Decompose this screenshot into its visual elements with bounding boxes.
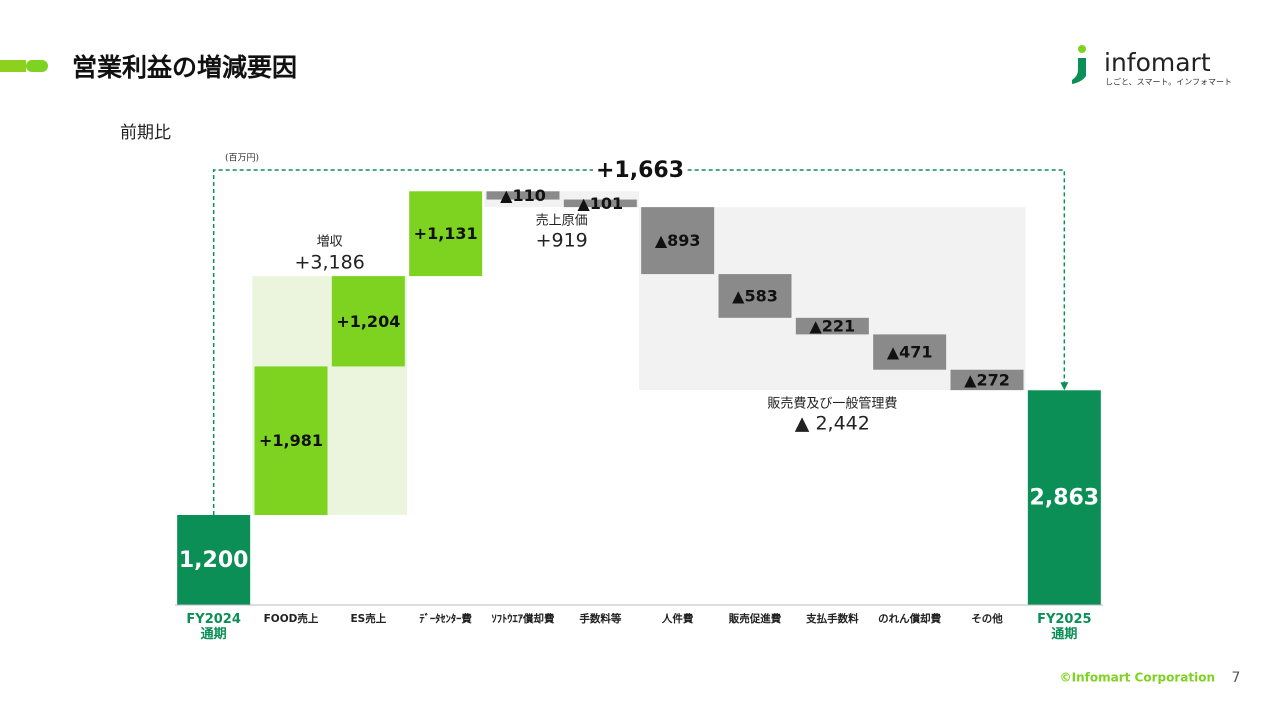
title-marker: [26, 60, 48, 72]
bar: [177, 515, 251, 605]
x-tick-label: ｿﾌﾄｳｴｱ償却費: [491, 613, 555, 625]
group-value: +919: [536, 230, 588, 252]
value-label: +1,981: [259, 431, 323, 450]
bar: [950, 369, 1024, 391]
logo-mark: [1078, 45, 1086, 53]
value-label: ▲893: [655, 231, 701, 250]
logo-tagline: しごと、スマート。インフォマート: [1105, 77, 1232, 87]
value-label: ▲583: [732, 286, 778, 305]
bar: [873, 334, 947, 370]
difference-arrow: [1060, 382, 1069, 391]
subtitle: 前期比: [120, 123, 171, 143]
bar: [409, 191, 483, 277]
page-title: 営業利益の増減要因: [72, 53, 297, 82]
group-value: ▲ 2,442: [795, 413, 870, 435]
bar: [795, 317, 869, 335]
unit-label: (百万円): [225, 153, 259, 164]
copyright: ©Infomart Corporation: [1060, 671, 1215, 685]
bar: [486, 191, 560, 200]
group-name: 販売費及び一般管理費: [767, 396, 897, 412]
x-tick-label: FY2025 通期: [1037, 612, 1092, 642]
x-tick-label: 支払手数料: [806, 613, 859, 625]
bar: [254, 366, 328, 515]
x-tick-label: 手数料等: [579, 613, 622, 625]
bar: [1027, 390, 1101, 605]
x-tick-label: FOOD売上: [263, 613, 319, 625]
x-tick-label: のれん償却費: [878, 613, 942, 625]
value-label: ▲221: [809, 317, 855, 336]
value-label: +1,131: [414, 224, 478, 243]
value-label: ▲110: [500, 186, 546, 205]
bar: [641, 207, 715, 275]
logo-mark: [1072, 58, 1086, 84]
group-name: 売上原価: [536, 213, 588, 229]
value-label: 2,863: [1030, 486, 1100, 511]
value-label: +1,204: [336, 312, 400, 331]
page-number: 7: [1232, 670, 1241, 686]
value-label: ▲101: [577, 194, 623, 213]
x-tick-label: 人件費: [661, 613, 694, 625]
title-marker: [0, 60, 26, 72]
group-value: +3,186: [295, 252, 365, 274]
value-label: ▲471: [887, 343, 933, 362]
x-tick-label: ES売上: [350, 613, 387, 625]
bar: [718, 274, 792, 318]
bar: [563, 199, 637, 208]
difference-label: +1,663: [596, 158, 684, 183]
difference-bg: [593, 157, 687, 183]
value-label: 1,200: [179, 548, 249, 573]
x-tick-label: 販売促進費: [728, 613, 782, 625]
x-tick-label: その他: [971, 613, 1003, 625]
bar: [331, 276, 405, 367]
logo-text: infomart: [1104, 48, 1211, 77]
x-tick-label: FY2024 通期: [186, 612, 241, 642]
group-name: 増収: [317, 235, 343, 250]
x-tick-label: ﾃﾞｰﾀｾﾝﾀｰ費: [419, 613, 472, 625]
value-label: ▲272: [964, 370, 1010, 389]
